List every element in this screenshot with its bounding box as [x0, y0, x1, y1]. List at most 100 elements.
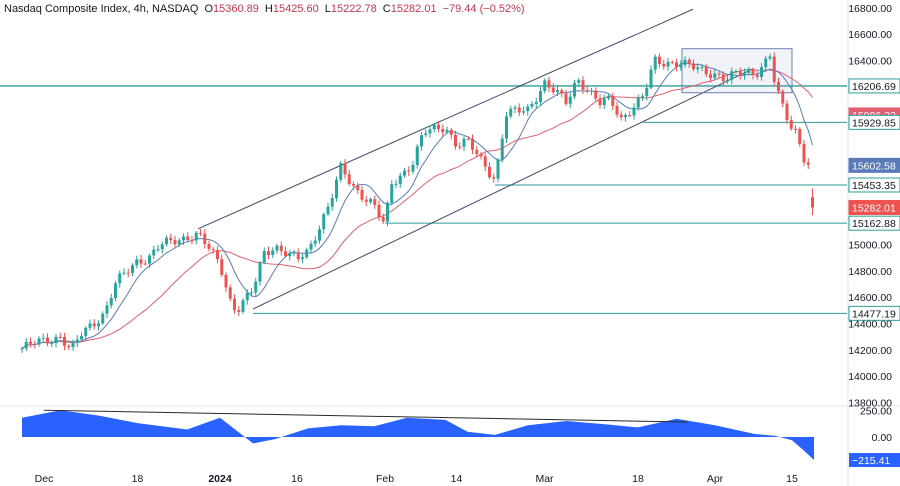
candle-body[interactable]	[356, 185, 360, 191]
candle-body[interactable]	[628, 115, 632, 117]
candle-body[interactable]	[284, 251, 287, 257]
candle-body[interactable]	[798, 128, 802, 144]
candle-body[interactable]	[156, 249, 160, 251]
candle-body[interactable]	[279, 245, 283, 252]
candle-body[interactable]	[109, 297, 113, 306]
candle-body[interactable]	[670, 61, 674, 63]
candle-body[interactable]	[305, 249, 309, 258]
candle-body[interactable]	[313, 240, 317, 244]
candle-body[interactable]	[318, 229, 321, 241]
channel-upper-line[interactable]	[197, 8, 694, 230]
candle-body[interactable]	[615, 105, 619, 115]
candle-body[interactable]	[704, 66, 708, 75]
candle-body[interactable]	[326, 206, 330, 215]
candle-body[interactable]	[653, 56, 657, 70]
candle-body[interactable]	[237, 309, 241, 312]
candle-body[interactable]	[471, 138, 474, 150]
candle-body[interactable]	[534, 102, 538, 104]
candle-body[interactable]	[92, 323, 96, 327]
candle-body[interactable]	[20, 348, 24, 350]
candle-body[interactable]	[335, 179, 338, 198]
candle-body[interactable]	[224, 274, 228, 288]
candle-body[interactable]	[186, 236, 190, 241]
candle-body[interactable]	[258, 262, 262, 282]
candle-body[interactable]	[641, 96, 644, 98]
candle-body[interactable]	[509, 108, 513, 117]
candle-body[interactable]	[556, 90, 559, 93]
candle-body[interactable]	[437, 124, 440, 129]
candle-body[interactable]	[97, 323, 100, 327]
candle-body[interactable]	[250, 292, 253, 294]
candle-body[interactable]	[500, 138, 504, 160]
candle-body[interactable]	[58, 336, 62, 338]
candle-body[interactable]	[590, 90, 593, 92]
candle-body[interactable]	[160, 244, 164, 250]
candle-body[interactable]	[360, 190, 364, 200]
candle-body[interactable]	[24, 341, 28, 349]
candle-body[interactable]	[199, 232, 202, 234]
candle-body[interactable]	[216, 250, 219, 260]
candle-body[interactable]	[806, 162, 810, 165]
candle-body[interactable]	[513, 107, 517, 109]
candle-body[interactable]	[717, 73, 721, 75]
candle-body[interactable]	[551, 87, 555, 93]
candle-body[interactable]	[539, 91, 542, 103]
candle-body[interactable]	[666, 61, 670, 67]
candle-body[interactable]	[118, 273, 122, 284]
candle-body[interactable]	[126, 272, 130, 274]
candle-body[interactable]	[802, 143, 806, 163]
candle-body[interactable]	[789, 120, 793, 129]
candle-body[interactable]	[424, 133, 428, 136]
candle-body[interactable]	[131, 265, 134, 273]
candle-body[interactable]	[330, 197, 334, 207]
candle-body[interactable]	[271, 250, 275, 255]
candle-body[interactable]	[488, 166, 491, 178]
oscillator-trendline[interactable]	[43, 409, 688, 423]
candle-body[interactable]	[645, 87, 649, 97]
candle-body[interactable]	[755, 74, 759, 77]
candle-body[interactable]	[301, 257, 304, 260]
candle-body[interactable]	[241, 300, 245, 312]
candle-body[interactable]	[88, 323, 92, 328]
candle-body[interactable]	[607, 96, 610, 99]
candle-body[interactable]	[785, 103, 789, 121]
candle-body[interactable]	[322, 214, 326, 230]
candle-body[interactable]	[29, 341, 32, 344]
candle-body[interactable]	[585, 89, 589, 91]
candle-body[interactable]	[730, 71, 734, 80]
candle-body[interactable]	[658, 56, 661, 64]
candle-body[interactable]	[420, 135, 423, 147]
candle-body[interactable]	[114, 283, 117, 298]
candle-body[interactable]	[432, 124, 436, 130]
candle-body[interactable]	[267, 251, 270, 255]
candle-body[interactable]	[377, 204, 381, 218]
candle-body[interactable]	[190, 240, 194, 242]
candle-body[interactable]	[254, 281, 258, 293]
candle-body[interactable]	[428, 129, 432, 134]
candle-body[interactable]	[37, 338, 41, 345]
candle-body[interactable]	[721, 74, 725, 82]
candle-body[interactable]	[54, 336, 58, 344]
candle-body[interactable]	[454, 134, 457, 147]
candle-body[interactable]	[169, 237, 173, 241]
candle-body[interactable]	[811, 197, 814, 208]
candle-body[interactable]	[466, 138, 470, 140]
candle-body[interactable]	[347, 174, 351, 184]
candle-body[interactable]	[352, 183, 355, 186]
candle-body[interactable]	[275, 245, 279, 251]
candle-body[interactable]	[743, 72, 746, 76]
candle-body[interactable]	[407, 170, 411, 172]
candle-body[interactable]	[696, 67, 700, 70]
candle-body[interactable]	[483, 156, 487, 167]
candle-body[interactable]	[411, 165, 415, 172]
candle-body[interactable]	[713, 73, 717, 78]
candle-body[interactable]	[135, 259, 139, 266]
candle-body[interactable]	[292, 252, 296, 254]
candle-body[interactable]	[67, 345, 71, 348]
candle-body[interactable]	[71, 342, 75, 348]
candle-body[interactable]	[747, 70, 751, 73]
candle-body[interactable]	[152, 249, 156, 256]
candle-body[interactable]	[760, 67, 763, 77]
candle-body[interactable]	[496, 159, 500, 179]
